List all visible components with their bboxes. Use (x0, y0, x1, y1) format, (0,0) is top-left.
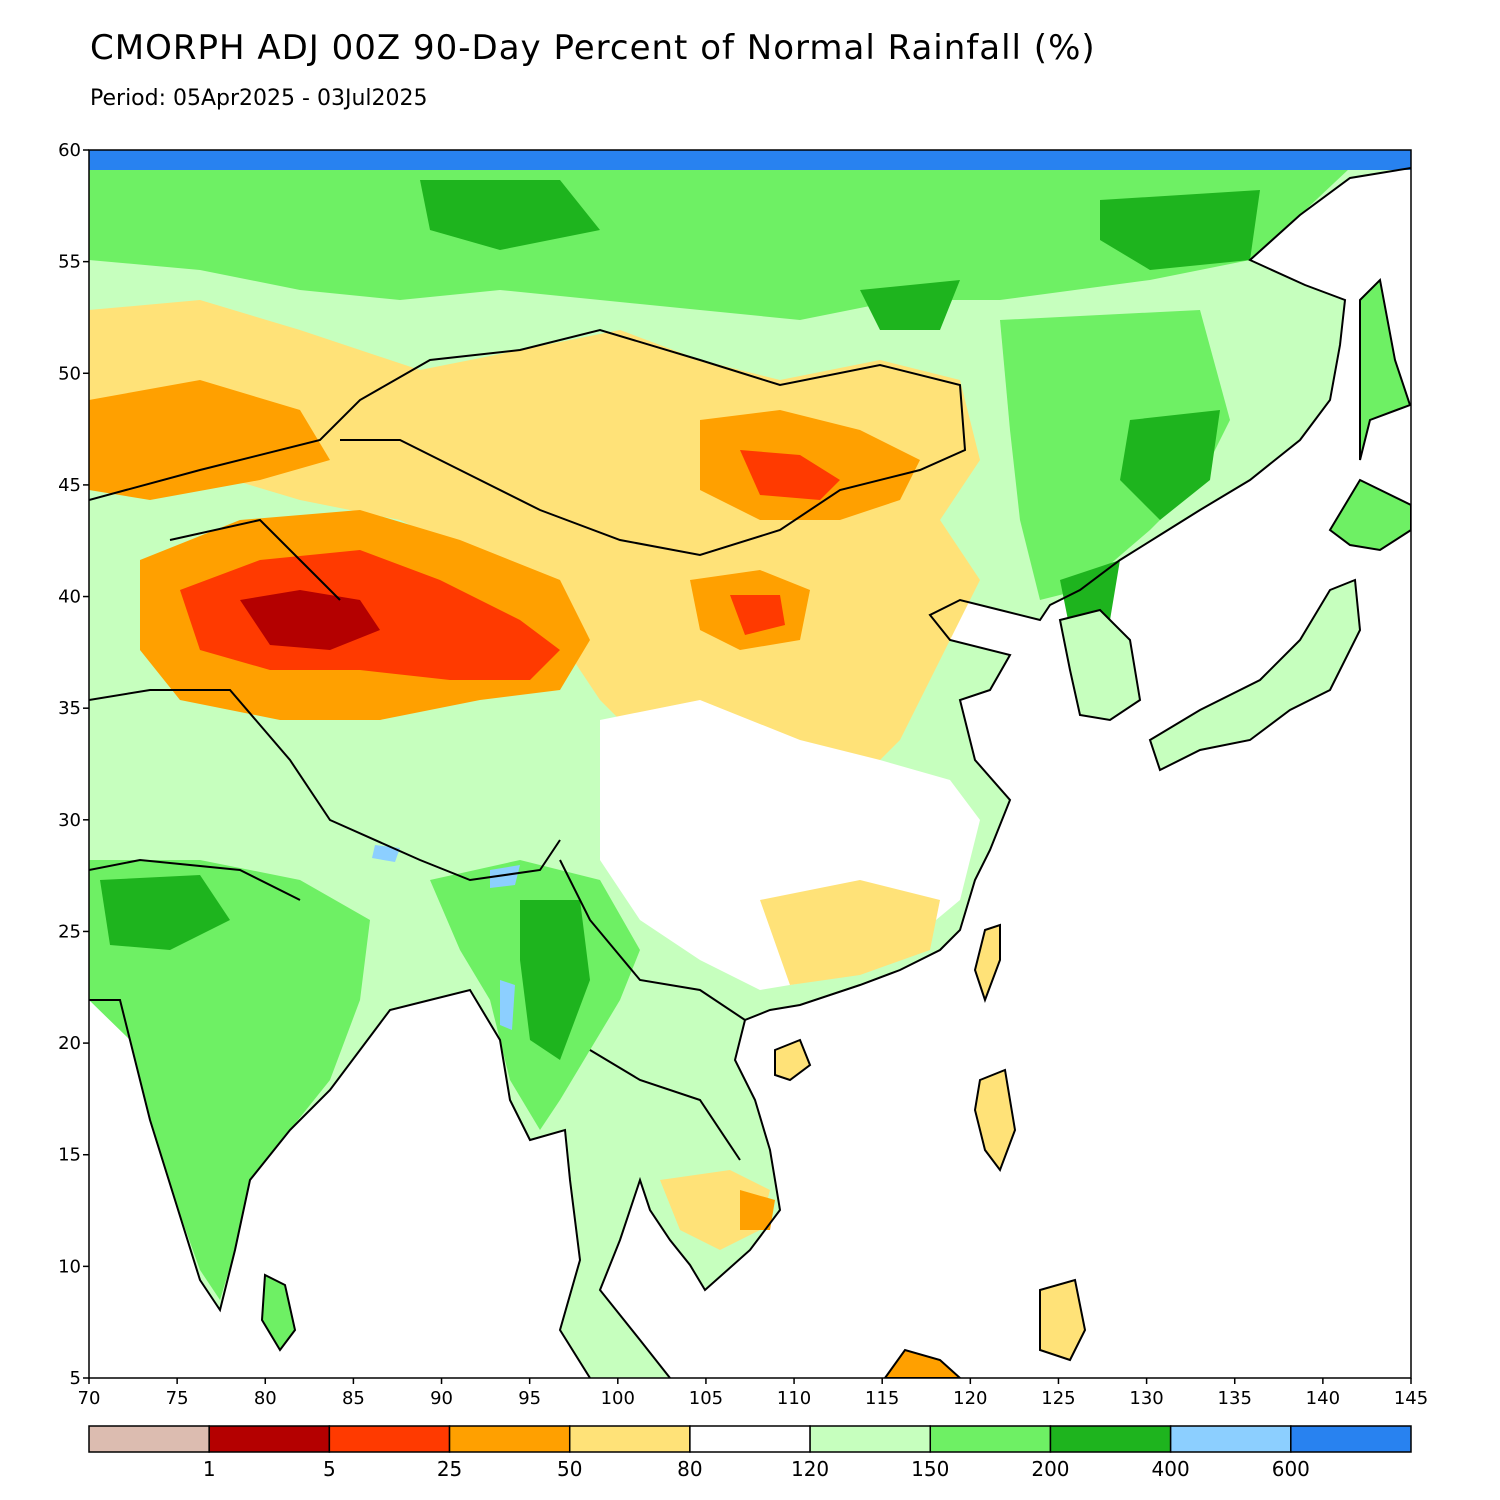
lon-tick-label: 85 (342, 1388, 365, 1409)
lat-tick-label: 60 (58, 140, 81, 161)
colorbar-label: 80 (677, 1457, 702, 1481)
map-subtitle: Period: 05Apr2025 - 03Jul2025 (90, 86, 428, 111)
colorbar-label: 1 (203, 1457, 216, 1481)
zone-red-ordos (730, 595, 785, 635)
land-srilanka (260, 1273, 297, 1352)
colorbar-swatch (448, 1425, 571, 1453)
colorbar-swatch (1169, 1425, 1292, 1453)
top-data-band (89, 150, 1411, 170)
land-japan-hokkaido (1328, 478, 1411, 552)
zone-lightblue-himalaya (372, 845, 520, 1030)
lat-tick-label: 45 (58, 475, 81, 496)
zone-darkred-tarim (240, 590, 380, 650)
zone-green-siberia (89, 168, 1350, 320)
zone-green-india (89, 860, 370, 1300)
map-frame (88, 149, 1412, 1379)
land-korea (1058, 608, 1142, 722)
lon-tick-label: 95 (518, 1388, 541, 1409)
lon-tick-label: 145 (1394, 1388, 1428, 1409)
lat-tick-label: 25 (58, 921, 81, 942)
lon-tick-label: 140 (1306, 1388, 1340, 1409)
zone-darkgreen-siberia (420, 180, 1260, 330)
land-japan-honshu (1148, 578, 1362, 772)
colorbar-swatch (328, 1425, 451, 1453)
colorbar-swatch (208, 1425, 331, 1453)
land-taiwan (973, 923, 1001, 1003)
lon-tick-label: 135 (1218, 1388, 1252, 1409)
colorbar-label: 120 (791, 1457, 829, 1481)
colorbar: 1 5 25 50 80 120 150 200 400 600 (88, 1425, 1412, 1481)
land-sakhalin (1359, 277, 1411, 461)
colorbar-swatch (1290, 1425, 1412, 1453)
lon-tick-label: 100 (601, 1388, 635, 1409)
lon-tick-label: 110 (777, 1388, 811, 1409)
lon-tick-label: 120 (953, 1388, 987, 1409)
zone-darkgreen-myanmar (520, 900, 590, 1060)
lon-tick-label: 90 (430, 1388, 453, 1409)
lat-tick-label: 35 (58, 698, 81, 719)
lon-tick-label: 130 (1129, 1388, 1163, 1409)
lon-tick-label: 105 (689, 1388, 723, 1409)
colorbar-label: 400 (1152, 1457, 1190, 1481)
lat-tick-label: 50 (58, 363, 81, 384)
lat-tick-label: 40 (58, 587, 81, 608)
colorbar-swatch (809, 1425, 932, 1453)
colorbar-swatch (1049, 1425, 1172, 1453)
colorbar-label: 200 (1031, 1457, 1069, 1481)
colorbar-swatch (929, 1425, 1052, 1453)
lat-tick-label: 5 (70, 1368, 81, 1389)
zone-orange-kazakh (89, 380, 330, 500)
land-borneo-tip (883, 1348, 962, 1378)
country-borders (89, 328, 967, 1161)
mainland-coastline (89, 167, 1411, 1378)
colorbar-label: 600 (1272, 1457, 1310, 1481)
colorbar-label: 50 (557, 1457, 582, 1481)
latitude-axis: 5 10 15 20 25 30 35 40 45 50 55 60 (58, 140, 89, 1389)
longitude-axis: 70 75 80 85 90 95 100 105 110 115 120 125 130 135 140 1… (78, 1378, 1428, 1409)
lon-tick-label: 125 (1041, 1388, 1075, 1409)
lon-tick-label: 75 (166, 1388, 189, 1409)
land-mindanao (1039, 1278, 1087, 1362)
lat-tick-label: 55 (58, 252, 81, 273)
zone-darkgreen-india (100, 875, 230, 950)
colorbar-label: 150 (911, 1457, 949, 1481)
lat-tick-label: 10 (58, 1256, 81, 1277)
zone-red-mongolia (740, 450, 840, 500)
map-title: CMORPH ADJ 00Z 90-Day Percent of Normal … (90, 28, 1096, 68)
zone-yellow-south-china (760, 880, 940, 985)
lon-tick-label: 115 (865, 1388, 899, 1409)
land-luzon (973, 1068, 1017, 1173)
map-field (89, 150, 1411, 1378)
lat-tick-label: 20 (58, 1033, 81, 1054)
land-hainan (774, 1038, 812, 1082)
colorbar-swatch (88, 1425, 210, 1453)
lat-tick-label: 15 (58, 1145, 81, 1166)
colorbar-label: 5 (323, 1457, 336, 1481)
zone-green-manchuria (1000, 310, 1230, 600)
colorbar-swatch (568, 1425, 691, 1453)
zone-orange-cambodia (740, 1190, 775, 1230)
colorbar-swatch (689, 1425, 811, 1453)
lon-tick-label: 70 (78, 1388, 101, 1409)
colorbar-label: 25 (437, 1457, 462, 1481)
lat-tick-label: 30 (58, 810, 81, 831)
lon-tick-label: 80 (254, 1388, 277, 1409)
